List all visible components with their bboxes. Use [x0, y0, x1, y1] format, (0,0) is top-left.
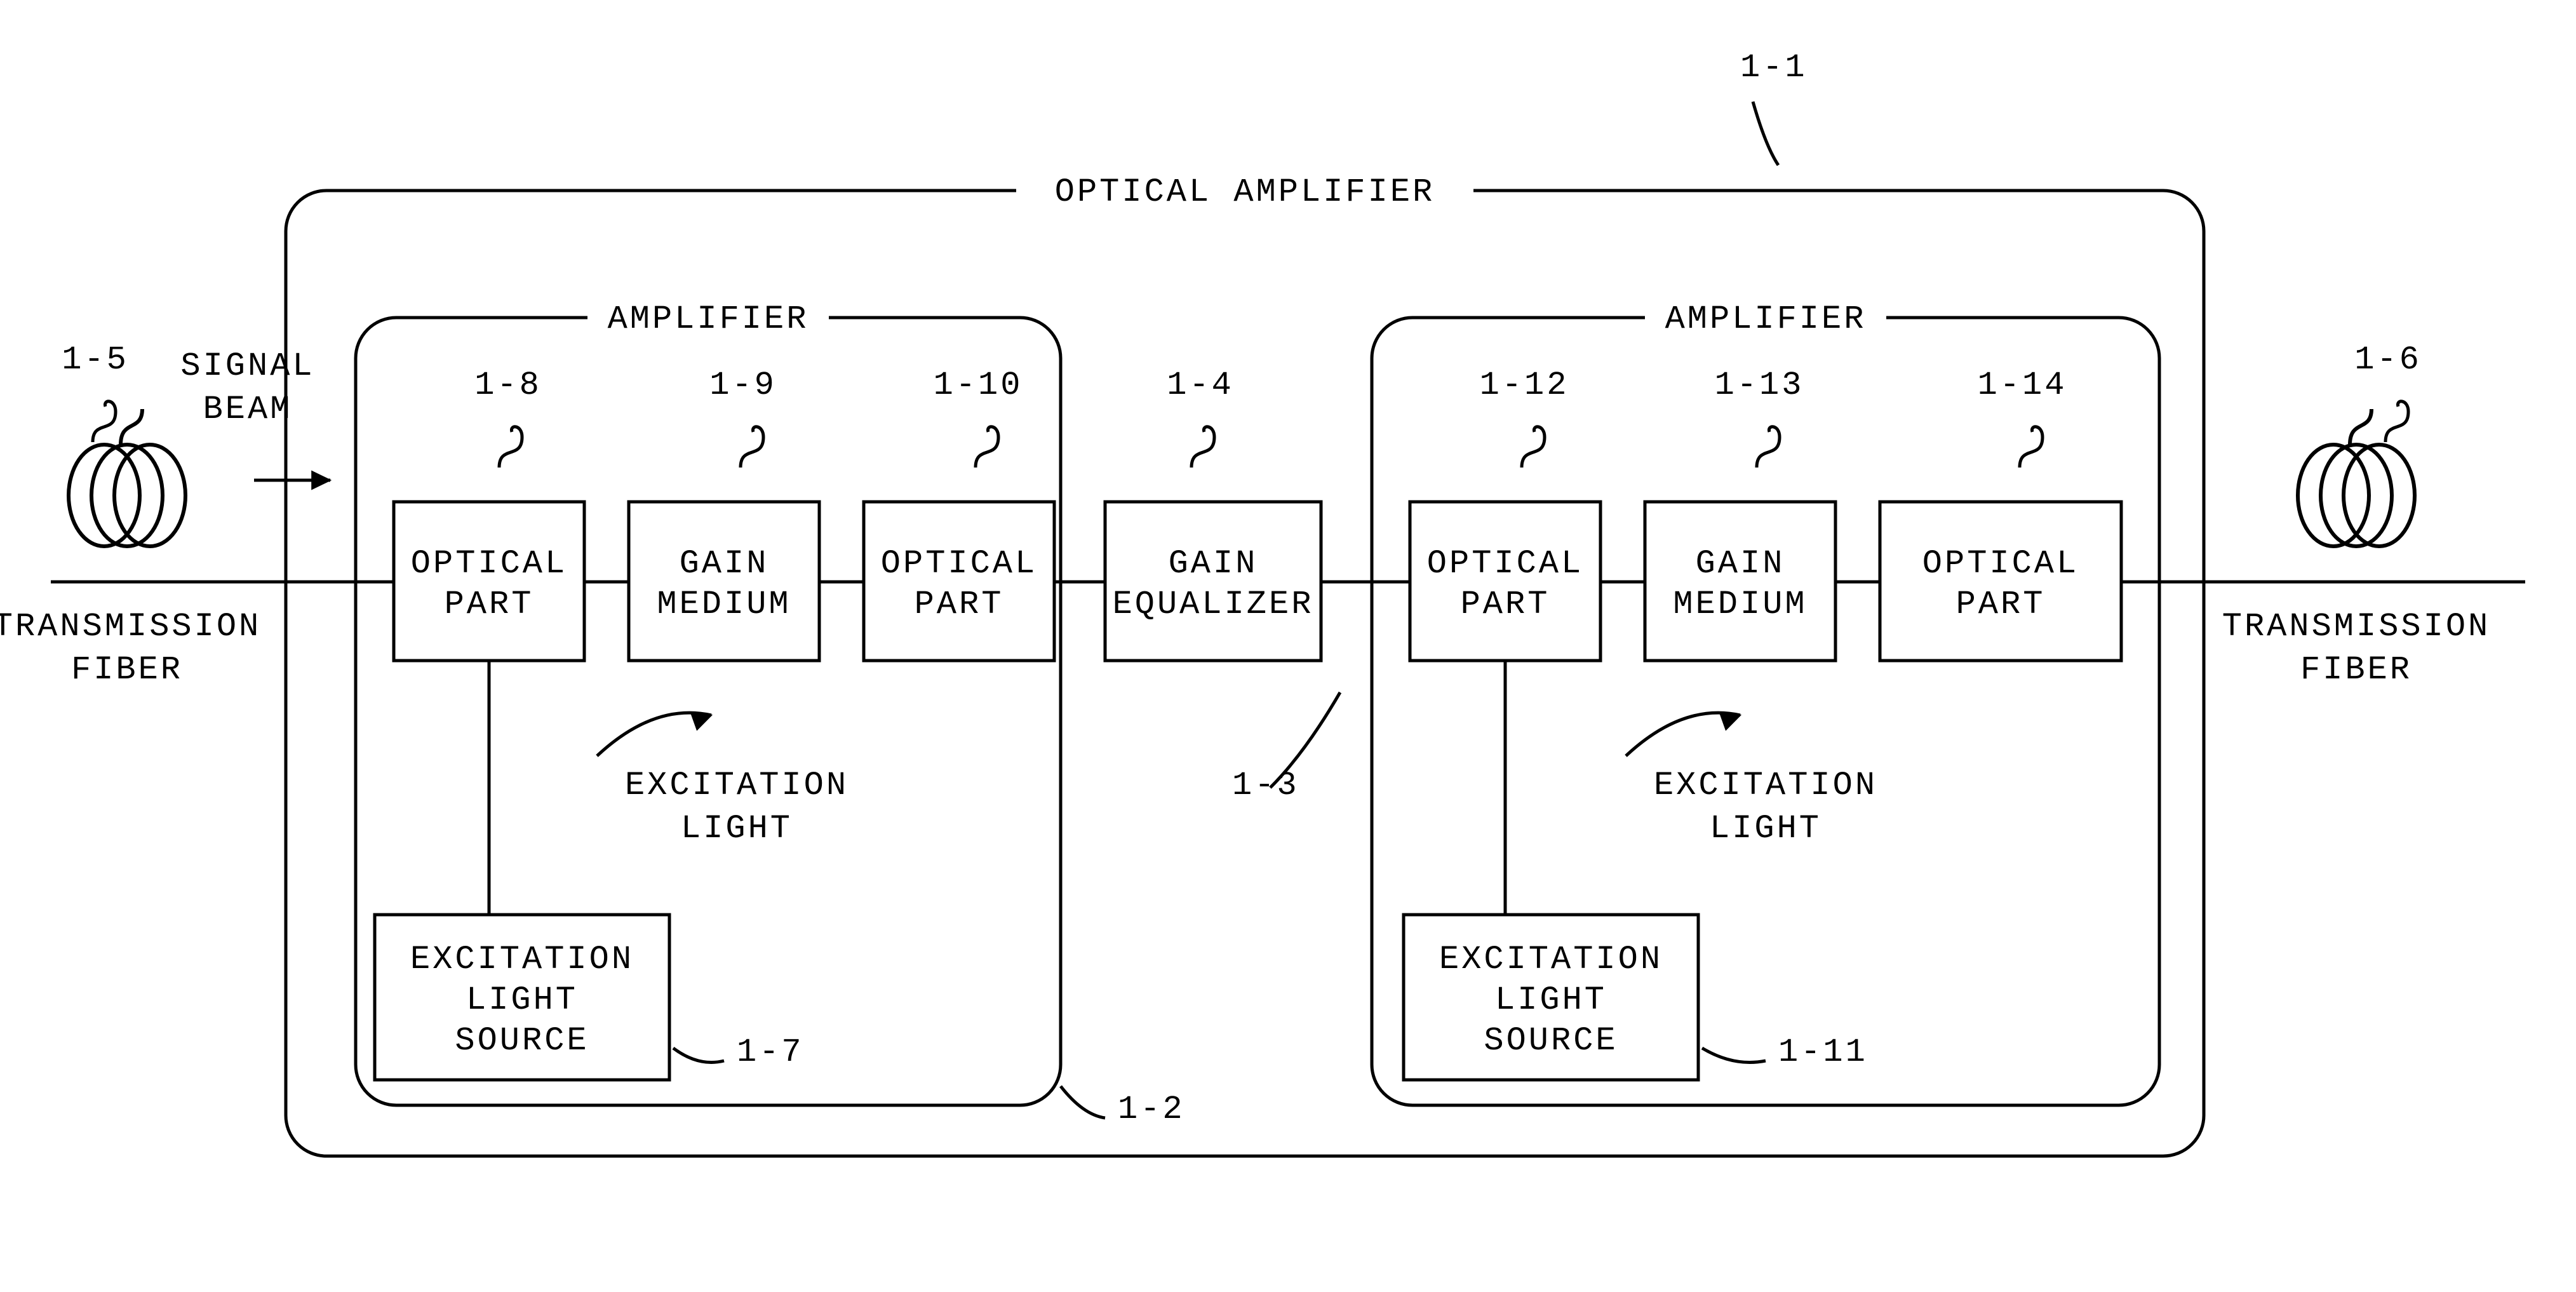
ref-1-13: 1-13: [1715, 367, 1804, 404]
block-1-12-label: OPTICAL: [1427, 545, 1583, 582]
leader: [1702, 1048, 1766, 1063]
excitation-source-right-label: SOURCE: [1484, 1022, 1618, 1060]
excitation-source-right-label: EXCITATION: [1439, 941, 1663, 978]
excitation-source-left-label: SOURCE: [455, 1022, 589, 1060]
ref-1-3: 1-3: [1232, 767, 1299, 804]
ref-squiggle: [2385, 401, 2408, 442]
leader: [673, 1048, 724, 1063]
signal-beam-label: BEAM: [203, 391, 293, 428]
block-1-13-label: MEDIUM: [1673, 586, 1807, 623]
amplifier-right-title: AMPLIFIER: [1665, 300, 1867, 338]
ref-squiggle: [2020, 427, 2043, 468]
ref-1-8: 1-8: [474, 367, 542, 404]
block-1-14-label: PART: [1956, 586, 2046, 623]
ref-1-11: 1-11: [1778, 1033, 1868, 1071]
ref-squiggle: [1522, 427, 1545, 468]
ref-squiggle: [1757, 427, 1780, 468]
excitation-light-label: EXCITATION: [625, 767, 849, 804]
ref-squiggle: [976, 427, 998, 468]
block-1-10-label: PART: [915, 586, 1004, 623]
excitation-light-label: LIGHT: [1710, 810, 1821, 847]
transmission-fiber-right-coil: [2298, 409, 2415, 546]
ref-squiggle: [741, 427, 763, 468]
ref-1-12: 1-12: [1480, 367, 1569, 404]
block-1-13-label: GAIN: [1696, 545, 1785, 582]
block-1-9-label: MEDIUM: [657, 586, 791, 623]
leader: [1061, 1086, 1105, 1118]
arrowhead: [312, 471, 330, 489]
ref-1-4: 1-4: [1167, 367, 1234, 404]
excitation-light-label: LIGHT: [681, 810, 793, 847]
ref-1-6: 1-6: [2354, 341, 2422, 379]
arrowhead: [1720, 713, 1740, 730]
leader: [1753, 102, 1778, 165]
excitation-source-right-label: LIGHT: [1495, 981, 1607, 1019]
ref-1-14: 1-14: [1978, 367, 2067, 404]
optical-amplifier-diagram: OPTICAL AMPLIFIER 1-1 AMPLIFIER 1-2 AMPLIFIE…: [0, 0, 2576, 1292]
block-1-12-label: PART: [1461, 586, 1550, 623]
block-1-14-label: OPTICAL: [1922, 545, 2079, 582]
transmission-fiber-left-label: FIBER: [71, 651, 183, 689]
excitation-light-label: EXCITATION: [1654, 767, 1877, 804]
block-1-10-label: OPTICAL: [881, 545, 1037, 582]
block-1-9-label: GAIN: [680, 545, 769, 582]
excitation-source-left-label: EXCITATION: [410, 941, 634, 978]
transmission-fiber-left-coil: [69, 409, 185, 546]
signal-beam-label: SIGNAL: [180, 347, 314, 385]
amplifier-left-title: AMPLIFIER: [608, 300, 809, 338]
transmission-fiber-left-label: TRANSMISSION: [0, 608, 261, 645]
ref-squiggle: [1191, 427, 1214, 468]
gain-equalizer-block-label: GAIN: [1169, 545, 1258, 582]
gain-equalizer-block-label: EQUALIZER: [1113, 586, 1314, 623]
transmission-fiber-right-label: TRANSMISSION: [2222, 608, 2490, 645]
excitation-source-left-label: LIGHT: [466, 981, 578, 1019]
ref-1-1: 1-1: [1740, 49, 1808, 86]
ref-1-9: 1-9: [709, 367, 777, 404]
optical-amplifier-title: OPTICAL AMPLIFIER: [1055, 173, 1435, 211]
ref-1-10: 1-10: [934, 367, 1023, 404]
ref-1-5: 1-5: [62, 341, 129, 379]
block-1-8-label: OPTICAL: [411, 545, 567, 582]
block-1-8-label: PART: [445, 586, 534, 623]
arrowhead: [691, 713, 711, 730]
ref-squiggle: [499, 427, 522, 468]
ref-1-2: 1-2: [1118, 1091, 1185, 1128]
transmission-fiber-right-label: FIBER: [2300, 651, 2412, 689]
ref-squiggle: [93, 401, 116, 442]
ref-1-7: 1-7: [737, 1033, 804, 1071]
